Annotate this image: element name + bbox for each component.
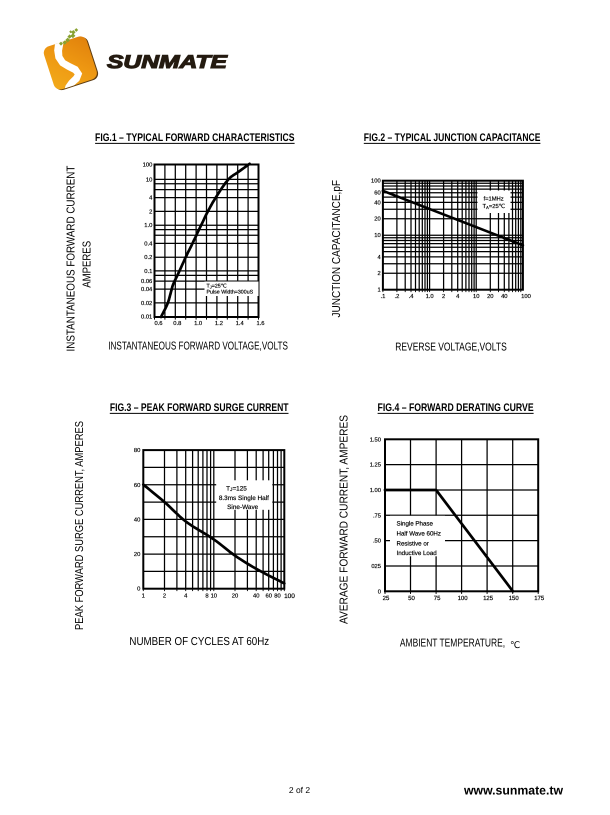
svg-text:Sine-Wave: Sine-Wave — [227, 504, 258, 511]
svg-text:1.2: 1.2 — [215, 320, 223, 327]
svg-text:60: 60 — [374, 190, 380, 197]
svg-text:25: 25 — [383, 595, 390, 602]
svg-text:TA=25℃: TA=25℃ — [483, 203, 506, 210]
svg-text:80: 80 — [274, 592, 280, 599]
svg-text:8: 8 — [205, 592, 208, 599]
svg-text:40: 40 — [374, 199, 380, 206]
svg-text:1.6: 1.6 — [256, 320, 264, 327]
svg-text:0.4: 0.4 — [144, 240, 153, 247]
svg-text:8.3ms Single Half: 8.3ms Single Half — [219, 495, 269, 502]
svg-text:℃: ℃ — [510, 640, 520, 650]
svg-text:.50: .50 — [373, 538, 381, 545]
svg-text:f=1MHz: f=1MHz — [484, 195, 504, 202]
svg-text:1.0: 1.0 — [426, 293, 434, 300]
svg-text:www.sunmate.tw: www.sunmate.tw — [463, 784, 563, 798]
svg-text:2: 2 — [149, 208, 152, 215]
svg-text:1.00: 1.00 — [370, 487, 381, 494]
svg-text:60: 60 — [265, 592, 271, 599]
svg-text:175: 175 — [534, 595, 545, 602]
svg-text:Half Wave 60Hz: Half Wave 60Hz — [397, 531, 441, 538]
svg-text:1.0: 1.0 — [144, 222, 152, 229]
svg-text:.1: .1 — [380, 294, 385, 300]
svg-text:100: 100 — [371, 178, 381, 185]
svg-text:SUNMATE: SUNMATE — [107, 51, 228, 72]
svg-text:50: 50 — [408, 595, 415, 602]
svg-text:0.06: 0.06 — [141, 278, 152, 285]
svg-text:TJ=25℃: TJ=25℃ — [207, 284, 227, 290]
svg-text:20: 20 — [487, 293, 493, 300]
svg-text:10: 10 — [374, 232, 380, 239]
svg-text:0.1: 0.1 — [144, 268, 152, 275]
svg-text:AMBIENT TEMPERATURE,: AMBIENT TEMPERATURE, — [400, 638, 505, 650]
svg-text:4: 4 — [149, 196, 153, 202]
svg-text:0.8: 0.8 — [173, 320, 181, 327]
svg-text:PEAK FORWARD SURGE CURRENT, AM: PEAK FORWARD SURGE CURRENT, AMPERES — [74, 421, 86, 630]
svg-text:40: 40 — [134, 516, 140, 523]
svg-text:4: 4 — [456, 294, 460, 300]
svg-text:INSTANTANEOUS FORWARD VOLTAGE,: INSTANTANEOUS FORWARD VOLTAGE,VOLTS — [108, 341, 288, 353]
svg-text:10: 10 — [211, 592, 217, 599]
svg-text:150: 150 — [509, 595, 520, 602]
svg-text:100: 100 — [284, 593, 295, 600]
svg-text:2 of 2: 2 of 2 — [289, 785, 311, 795]
svg-text:2: 2 — [377, 270, 380, 277]
svg-text:4: 4 — [184, 593, 188, 599]
svg-text:20: 20 — [232, 592, 238, 599]
svg-text:AVERAGE FORWARD CURRENT, AMPER: AVERAGE FORWARD CURRENT, AMPERES — [339, 415, 351, 624]
svg-text:NUMBER OF CYCLES AT 60Hz: NUMBER OF CYCLES AT 60Hz — [129, 636, 269, 648]
svg-text:TJ=125: TJ=125 — [226, 485, 247, 493]
svg-text:20: 20 — [134, 551, 140, 558]
svg-text:.2: .2 — [394, 293, 399, 300]
svg-text:Inductive Load: Inductive Load — [397, 550, 438, 557]
svg-text:Single Phase: Single Phase — [397, 521, 434, 528]
svg-text:0: 0 — [137, 586, 140, 593]
svg-text:FIG.3 – PEAK FORWARD SURGE CUR: FIG.3 – PEAK FORWARD SURGE CURRENT — [110, 402, 289, 414]
svg-text:INSTANTANEOUS FORWARD CURRENT: INSTANTANEOUS FORWARD CURRENT — [66, 166, 78, 352]
svg-text:100: 100 — [458, 595, 469, 602]
svg-text:0.02: 0.02 — [141, 300, 152, 307]
svg-text:10: 10 — [473, 293, 479, 300]
svg-text:.75: .75 — [373, 513, 381, 519]
svg-text:JUNCTION CAPACITANCE,pF: JUNCTION CAPACITANCE,pF — [331, 180, 343, 318]
svg-text:80: 80 — [134, 447, 140, 454]
svg-text:1: 1 — [142, 593, 145, 599]
svg-text:Pulse Width=300uS: Pulse Width=300uS — [207, 290, 254, 296]
svg-text:1: 1 — [377, 288, 380, 294]
svg-text:REVERSE VOLTAGE,VOLTS: REVERSE VOLTAGE,VOLTS — [395, 342, 507, 354]
svg-text:100: 100 — [521, 293, 531, 300]
svg-text:025: 025 — [371, 563, 381, 570]
svg-text:1.0: 1.0 — [194, 320, 202, 327]
svg-text:0: 0 — [378, 588, 381, 595]
svg-text:40: 40 — [253, 592, 259, 599]
svg-text:40: 40 — [501, 293, 507, 300]
svg-text:1.25: 1.25 — [370, 462, 381, 469]
svg-text:75: 75 — [434, 595, 441, 602]
svg-text:0.01: 0.01 — [141, 314, 152, 321]
svg-text:1.4: 1.4 — [236, 321, 245, 327]
svg-text:FIG.4 – FORWARD DERATING CURVE: FIG.4 – FORWARD DERATING CURVE — [378, 402, 534, 414]
svg-text:125: 125 — [483, 595, 494, 602]
svg-text:FIG.1 – TYPICAL FORWARD CHARAC: FIG.1 – TYPICAL FORWARD CHARACTERISTICS — [95, 132, 295, 144]
svg-text:10: 10 — [146, 176, 152, 183]
svg-text:0.6: 0.6 — [154, 320, 162, 327]
svg-text:60: 60 — [134, 482, 140, 489]
svg-text:1.50: 1.50 — [370, 436, 381, 443]
svg-text:100: 100 — [143, 161, 153, 168]
svg-text:2: 2 — [163, 592, 166, 599]
svg-text:20: 20 — [374, 216, 380, 223]
svg-text:4: 4 — [377, 255, 381, 261]
svg-text:Resistive or: Resistive or — [397, 541, 429, 548]
svg-text:AMPERES: AMPERES — [82, 241, 94, 288]
svg-text:.4: .4 — [409, 294, 415, 300]
svg-text:0.04: 0.04 — [141, 286, 153, 293]
svg-text:2: 2 — [442, 293, 445, 300]
svg-text:0.2: 0.2 — [144, 254, 152, 261]
svg-text:FIG.2 – TYPICAL JUNCTION CAPAC: FIG.2 – TYPICAL JUNCTION CAPACITANCE — [364, 132, 541, 144]
